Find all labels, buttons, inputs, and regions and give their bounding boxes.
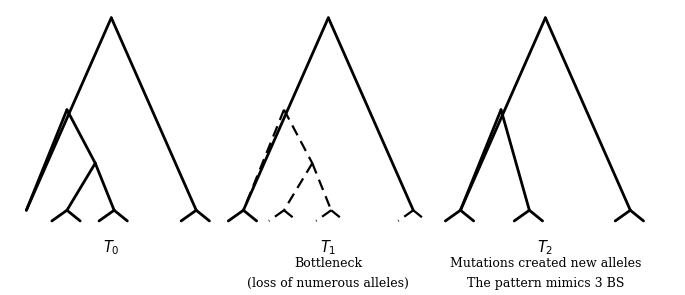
Text: Mutations created new alleles: Mutations created new alleles	[449, 257, 641, 270]
Text: $T_1$: $T_1$	[320, 238, 336, 257]
Text: $T_0$: $T_0$	[103, 238, 120, 257]
Text: The pattern mimics 3 BS: The pattern mimics 3 BS	[466, 276, 624, 290]
Text: (loss of numerous alleles): (loss of numerous alleles)	[247, 276, 409, 290]
Text: $T_2$: $T_2$	[537, 238, 553, 257]
Text: Bottleneck: Bottleneck	[295, 257, 362, 270]
